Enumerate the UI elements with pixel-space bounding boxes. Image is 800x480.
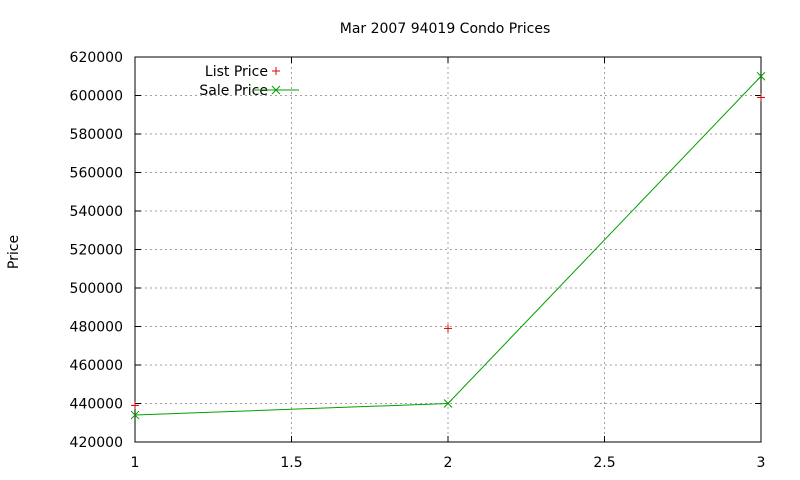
y-axis-label: Price — [6, 235, 22, 269]
axes: 420000 440000 460000 480000 500000 520000 5400… — [70, 50, 766, 471]
y-tick-label: 480000 — [70, 320, 123, 336]
legend: List Price Sale Price — [199, 64, 299, 99]
y-tick-label: 520000 — [70, 243, 123, 259]
plot-area — [130, 71, 766, 420]
chart-title: Mar 2007 94019 Condo Prices — [340, 21, 551, 37]
x-tick-label: 3 — [757, 455, 766, 471]
y-tick-label: 440000 — [70, 397, 123, 413]
list-price-point — [131, 401, 139, 410]
x-tick-label: 1 — [131, 455, 140, 471]
x-tick-label: 1.5 — [280, 455, 302, 471]
grid-lines — [135, 57, 761, 442]
sale-price-legend-marker — [271, 85, 281, 95]
y-tick-label: 420000 — [70, 435, 123, 451]
sale-price-point — [130, 410, 140, 420]
y-tick-label: 620000 — [70, 50, 123, 66]
y-tick-label: 540000 — [70, 204, 123, 220]
list-price-point — [757, 93, 765, 102]
list-price-legend-marker — [272, 67, 280, 75]
list-price-point — [444, 324, 452, 333]
y-tick-label: 580000 — [70, 127, 123, 143]
y-tick-label: 460000 — [70, 358, 123, 374]
plot-border — [134, 56, 762, 443]
y-tick-label: 600000 — [70, 89, 123, 105]
x-tick-label: 2.5 — [593, 455, 615, 471]
y-tick-label: 500000 — [70, 281, 123, 297]
list-price-legend-label: List Price — [205, 64, 268, 80]
y-tick-label: 560000 — [70, 166, 123, 182]
sale-price-point — [756, 71, 766, 81]
sale-price-legend-label: Sale Price — [199, 83, 268, 99]
sale-price-point — [443, 399, 453, 408]
x-tick-label: 2 — [444, 455, 453, 471]
